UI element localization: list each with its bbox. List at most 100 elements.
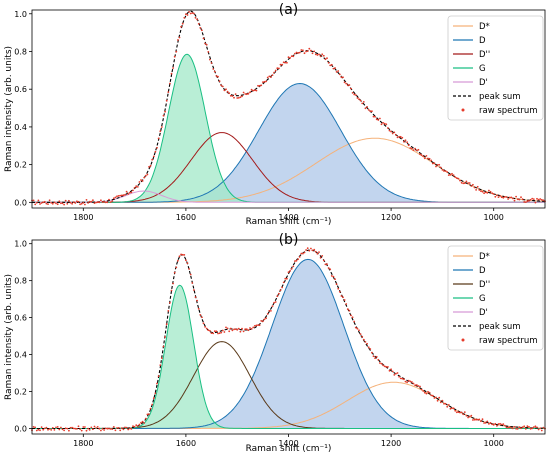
- raw-spectrum-point: [262, 320, 264, 323]
- legend-label: D'': [479, 280, 490, 290]
- raw-spectrum-point: [255, 324, 258, 327]
- raw-spectrum-point: [338, 290, 341, 293]
- raw-spectrum-point: [234, 328, 237, 330]
- raw-spectrum-point: [215, 75, 218, 77]
- raw-spectrum-point: [180, 25, 183, 28]
- raw-spectrum-point: [375, 355, 378, 358]
- raw-spectrum-point: [433, 397, 436, 399]
- raw-spectrum-point: [32, 426, 35, 428]
- raw-spectrum-point: [48, 428, 51, 430]
- raw-spectrum-point: [359, 99, 362, 102]
- raw-spectrum-point: [359, 333, 362, 335]
- raw-spectrum-point: [162, 114, 165, 117]
- raw-spectrum-point: [128, 191, 131, 194]
- raw-spectrum-point: [45, 202, 48, 205]
- raw-spectrum-point: [475, 418, 477, 421]
- raw-spectrum-point: [88, 429, 91, 431]
- raw-spectrum-point: [241, 95, 243, 98]
- raw-spectrum-point: [351, 316, 354, 319]
- raw-spectrum-point: [136, 425, 139, 427]
- raw-spectrum-point: [144, 174, 147, 177]
- y-tick-label: 0.4: [14, 123, 27, 132]
- raw-spectrum-point: [356, 97, 359, 99]
- raw-spectrum-point: [96, 201, 99, 204]
- raw-spectrum-point: [310, 49, 312, 52]
- raw-spectrum-point: [406, 381, 408, 384]
- raw-spectrum-point: [385, 366, 388, 368]
- raw-spectrum-point: [465, 414, 468, 417]
- peak-sum-line: [32, 10, 545, 203]
- raw-spectrum-point: [371, 110, 373, 113]
- raw-spectrum-point: [133, 425, 136, 428]
- raw-spectrum-point: [409, 380, 412, 383]
- raw-spectrum-point: [468, 182, 471, 184]
- raw-spectrum-point: [77, 200, 80, 203]
- raw-spectrum-point: [42, 428, 45, 431]
- raw-spectrum-point: [262, 81, 264, 83]
- raw-spectrum-point: [247, 329, 250, 332]
- raw-spectrum-point: [444, 402, 447, 405]
- raw-spectrum-point: [327, 61, 330, 64]
- raw-spectrum-point: [488, 189, 490, 192]
- raw-spectrum-point: [197, 23, 200, 25]
- raw-spectrum-point: [278, 292, 280, 295]
- raw-spectrum-point: [257, 324, 259, 326]
- raw-spectrum-point: [435, 165, 437, 168]
- raw-spectrum-point: [367, 346, 370, 349]
- raw-spectrum-point: [316, 54, 319, 56]
- raw-spectrum-point: [395, 372, 397, 375]
- x-tick-label: 1200: [381, 439, 401, 448]
- raw-spectrum-point: [249, 327, 251, 329]
- raw-spectrum-point: [233, 96, 235, 99]
- raw-spectrum-point: [446, 405, 449, 408]
- raw-spectrum-point: [423, 157, 426, 160]
- raw-spectrum-point: [504, 424, 506, 427]
- raw-spectrum-point: [245, 328, 248, 331]
- raw-spectrum-point: [452, 407, 455, 410]
- raw-spectrum-point: [104, 201, 107, 204]
- raw-spectrum-point: [85, 199, 88, 201]
- raw-spectrum-point: [322, 259, 325, 262]
- x-tick-label: 1200: [381, 213, 401, 222]
- raw-spectrum-point: [268, 75, 271, 78]
- raw-spectrum-point: [401, 136, 404, 139]
- raw-spectrum-point: [374, 115, 376, 118]
- raw-spectrum-point: [258, 324, 261, 327]
- raw-spectrum-point: [415, 384, 418, 386]
- raw-spectrum-point: [335, 71, 338, 73]
- raw-spectrum-point: [60, 202, 62, 205]
- raw-spectrum-point: [172, 67, 175, 69]
- raw-spectrum-point: [520, 196, 522, 199]
- raw-spectrum-point: [377, 119, 380, 121]
- raw-spectrum-point: [478, 189, 481, 191]
- raw-spectrum-point: [298, 51, 301, 54]
- peak-fill-G: [32, 54, 545, 203]
- raw-spectrum-point: [194, 296, 197, 298]
- raw-spectrum-point: [489, 190, 492, 193]
- raw-spectrum-point: [236, 328, 239, 331]
- raw-spectrum-point: [364, 341, 367, 343]
- raw-spectrum-point: [39, 203, 41, 205]
- raw-spectrum-point: [154, 150, 157, 153]
- raw-spectrum-point: [236, 97, 239, 99]
- raw-spectrum-point: [361, 102, 364, 105]
- raw-spectrum-point: [484, 191, 487, 194]
- raw-spectrum-point: [362, 338, 365, 341]
- raw-spectrum-point: [337, 287, 340, 290]
- raw-spectrum-point: [125, 190, 128, 193]
- raw-spectrum-point: [350, 314, 352, 317]
- raw-spectrum-point: [231, 329, 234, 332]
- raw-spectrum-point: [414, 147, 416, 150]
- raw-spectrum-point: [226, 327, 229, 330]
- raw-spectrum-point: [516, 198, 519, 201]
- raw-spectrum-point: [383, 365, 386, 368]
- raw-spectrum-point: [534, 201, 537, 204]
- raw-spectrum-point: [353, 320, 356, 323]
- raw-spectrum-point: [391, 370, 394, 373]
- raw-spectrum-point: [173, 55, 176, 58]
- raw-spectrum-point: [98, 427, 101, 430]
- raw-spectrum-point: [231, 95, 234, 97]
- raw-spectrum-point: [252, 89, 255, 92]
- raw-spectrum-point: [164, 110, 167, 113]
- raw-spectrum-point: [250, 88, 253, 91]
